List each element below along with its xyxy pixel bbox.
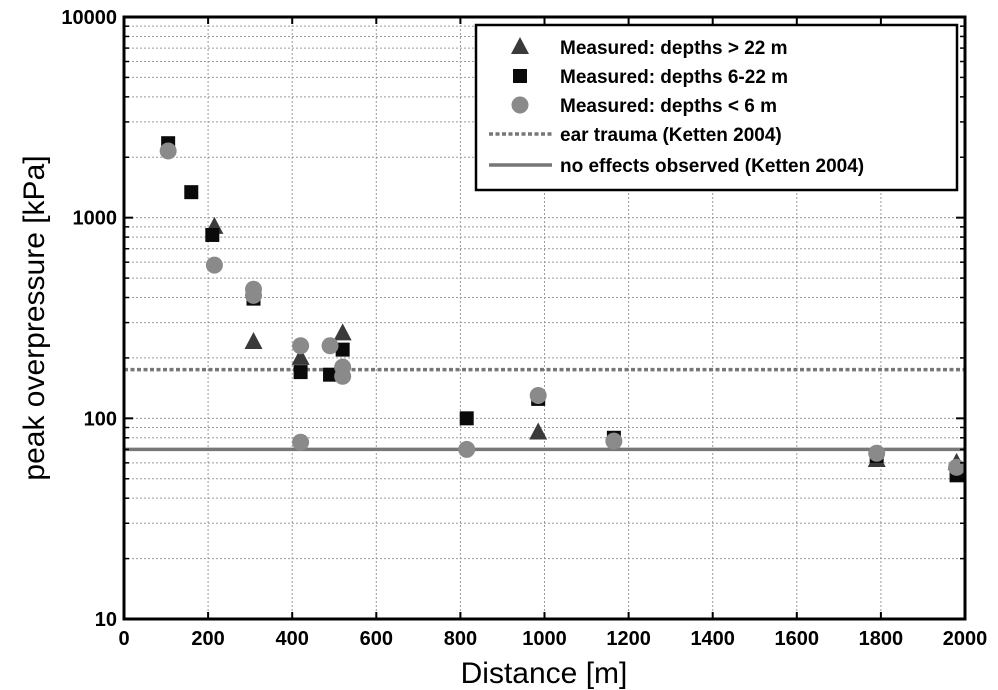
data-point-deep (529, 422, 548, 440)
x-tick-label: 1200 (606, 628, 651, 650)
data-point-shallow (948, 458, 966, 476)
legend-symbol-mid (513, 69, 527, 83)
y-tick-label: 10000 (61, 7, 117, 29)
data-point-deep (333, 323, 352, 341)
legend: Measured: depths > 22 m Measured: depths… (474, 23, 959, 192)
x-tick-label: 1400 (690, 628, 735, 650)
data-point-shallow (868, 444, 886, 462)
y-tick-label: 10 (95, 609, 117, 631)
x-tick-label: 1000 (522, 628, 567, 650)
legend-symbol-shallow (511, 96, 529, 114)
reference-lines (124, 367, 965, 452)
data-point-shallow (245, 286, 263, 304)
legend-box (474, 23, 959, 192)
data-points (159, 136, 966, 483)
x-tick-label: 600 (360, 628, 393, 650)
legend-symbol-deep (511, 37, 529, 54)
x-tick-label: 2000 (943, 628, 988, 650)
data-point-mid (293, 365, 308, 380)
data-point-deep (291, 347, 310, 365)
data-point-shallow (292, 337, 310, 355)
legend-label-deep: Measured: depths > 22 m (560, 38, 788, 59)
legend-label-no-effects: no effects observed (Ketten 2004) (560, 156, 864, 177)
data-point-deep (244, 332, 263, 350)
data-point-shallow (529, 386, 547, 404)
data-point-shallow (205, 256, 223, 274)
data-point-shallow (458, 440, 476, 458)
data-point-mid (323, 367, 338, 382)
data-point-shallow (605, 432, 623, 450)
data-point-shallow (292, 433, 310, 451)
x-tick-label: 0 (118, 628, 129, 650)
data-point-mid (205, 227, 220, 242)
y-tick-label: 100 (84, 408, 117, 430)
y-axis-title: peak overpressure [kPa] (18, 155, 51, 480)
y-axis-ticks: 10 100 1000 10000 (61, 7, 965, 631)
x-tick-label: 200 (191, 628, 224, 650)
data-point-shallow (321, 337, 339, 355)
x-tick-label: 1800 (859, 628, 904, 650)
data-point-shallow (159, 142, 177, 160)
x-tick-label: 800 (444, 628, 477, 650)
x-axis-title: Distance [m] (461, 657, 628, 690)
data-point-mid (335, 342, 350, 357)
legend-label-mid: Measured: depths 6-22 m (560, 67, 788, 88)
legend-label-ear-trauma: ear trauma (Ketten 2004) (560, 125, 782, 146)
data-point-mid (184, 185, 199, 200)
legend-label-shallow: Measured: depths < 6 m (560, 96, 777, 117)
x-tick-label: 1600 (775, 628, 820, 650)
y-tick-label: 1000 (73, 208, 118, 230)
x-tick-label: 400 (276, 628, 309, 650)
data-point-mid (459, 411, 474, 426)
data-point-shallow (334, 358, 352, 376)
legend-symbols (489, 37, 552, 167)
x-axis-ticks: 0 200 400 600 800 1000 1200 1400 1600 1800 2000 (118, 17, 987, 650)
